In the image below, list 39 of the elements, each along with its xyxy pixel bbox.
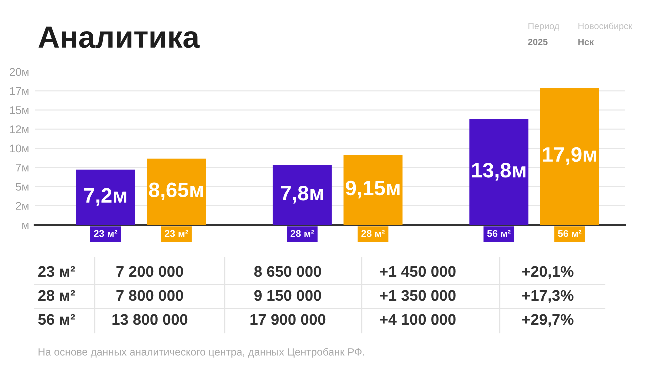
- y-tick-label: 20м: [10, 68, 29, 76]
- chart-title: Аналитика: [38, 26, 200, 48]
- text: 56 м²: [38, 314, 76, 326]
- data-label: 7,8м: [281, 186, 324, 204]
- data-label: 7,2м: [84, 188, 127, 206]
- data-label: 9,15м: [346, 180, 400, 199]
- text: 7 800 000: [116, 290, 184, 302]
- text: 9 150 000: [254, 290, 322, 302]
- y-tick-label: 10м: [10, 144, 29, 153]
- y-tick-label: 15м: [10, 106, 29, 114]
- text: +1 350 000: [380, 290, 456, 302]
- text: +20,1%: [522, 266, 574, 280]
- text: +4 100 000: [380, 314, 456, 326]
- y-tick-label: м: [22, 223, 29, 230]
- data-label: 17,9м: [543, 147, 596, 166]
- text: +17,3%: [522, 290, 574, 304]
- text: +29,7%: [522, 314, 574, 328]
- text: 13 800 000: [112, 314, 188, 326]
- y-tick-label: 2м: [16, 202, 29, 210]
- text: +1 450 000: [380, 266, 456, 278]
- y-tick-label: 5м: [16, 183, 29, 191]
- x-tick-label: 28 м²: [290, 230, 314, 238]
- text: Новосибирск: [578, 22, 633, 32]
- y-tick-label: 7м: [16, 164, 29, 172]
- text: Период: [528, 23, 560, 32]
- x-tick-label: 56 м²: [487, 230, 511, 238]
- text: 28 м²: [38, 290, 76, 302]
- y-tick-label: 17м: [10, 88, 29, 96]
- data-label: 13,8м: [472, 163, 526, 181]
- text: 23 м²: [38, 266, 76, 278]
- text: 17 900 000: [250, 314, 326, 326]
- text: На основе данных аналитического центра, данных Центробанк РФ.: [38, 348, 364, 358]
- text: 2025: [528, 39, 548, 46]
- text: 8 650 000: [254, 266, 322, 278]
- x-tick-label: 23 м²: [94, 230, 118, 238]
- text: 7 200 000: [116, 266, 184, 278]
- y-tick-label: 12м: [10, 126, 29, 134]
- data-label: 8,65м: [149, 182, 204, 201]
- text: Нск: [578, 39, 594, 46]
